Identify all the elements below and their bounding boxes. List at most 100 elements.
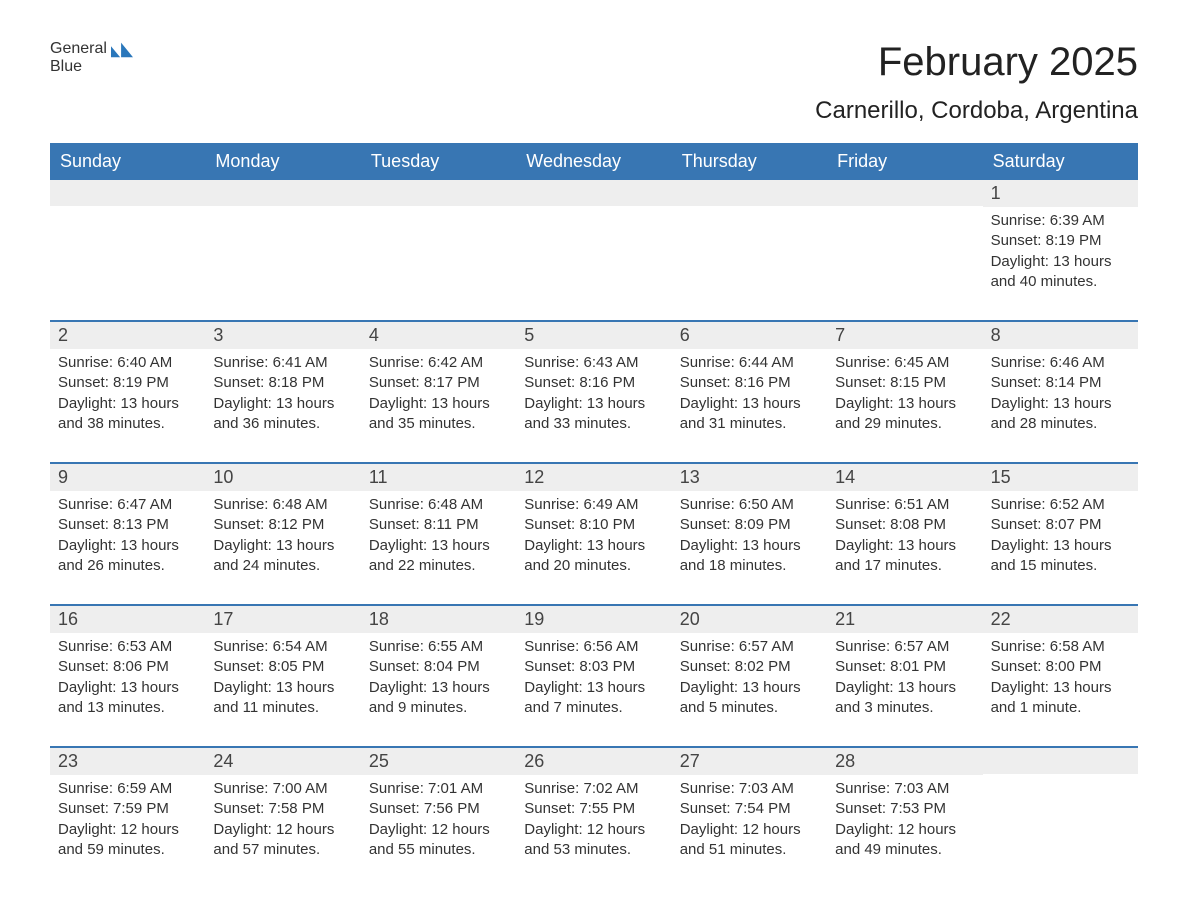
sunset-text: Sunset: 8:18 PM [213, 373, 354, 393]
sunrise-text: Sunrise: 6:56 AM [524, 637, 665, 657]
sunrise-text: Sunrise: 6:49 AM [524, 495, 665, 515]
day-number: 25 [361, 748, 516, 775]
sunset-text: Sunset: 8:16 PM [524, 373, 665, 393]
sunset-text: Sunset: 8:11 PM [369, 515, 510, 535]
daylight-text: Daylight: 13 hours and 7 minutes. [524, 678, 665, 719]
brand-text-2: Blue [50, 58, 133, 76]
day-cell: 9Sunrise: 6:47 AMSunset: 8:13 PMDaylight… [50, 464, 205, 590]
day-number: 19 [516, 606, 671, 633]
day-cell: 23Sunrise: 6:59 AMSunset: 7:59 PMDayligh… [50, 748, 205, 874]
day-number: 22 [983, 606, 1138, 633]
day-number: 17 [205, 606, 360, 633]
day-number: 9 [50, 464, 205, 491]
day-number: 21 [827, 606, 982, 633]
day-cell-empty [361, 180, 516, 306]
day-cell: 6Sunrise: 6:44 AMSunset: 8:16 PMDaylight… [672, 322, 827, 448]
day-cell: 15Sunrise: 6:52 AMSunset: 8:07 PMDayligh… [983, 464, 1138, 590]
day-cell-empty [205, 180, 360, 306]
day-cell-empty [827, 180, 982, 306]
daylight-text: Daylight: 12 hours and 53 minutes. [524, 820, 665, 861]
day-number: 28 [827, 748, 982, 775]
sunset-text: Sunset: 8:17 PM [369, 373, 510, 393]
daylight-text: Daylight: 12 hours and 51 minutes. [680, 820, 821, 861]
sunset-text: Sunset: 8:02 PM [680, 657, 821, 677]
sunset-text: Sunset: 8:16 PM [680, 373, 821, 393]
sunset-text: Sunset: 8:10 PM [524, 515, 665, 535]
week-row: 9Sunrise: 6:47 AMSunset: 8:13 PMDaylight… [50, 462, 1138, 590]
daylight-text: Daylight: 13 hours and 28 minutes. [991, 394, 1132, 435]
day-cell-empty [983, 748, 1138, 874]
sunrise-text: Sunrise: 6:39 AM [991, 211, 1132, 231]
daylight-text: Daylight: 13 hours and 35 minutes. [369, 394, 510, 435]
day-cell: 22 Sunrise: 6:58 AMSunset: 8:00 PMDayligh… [983, 606, 1138, 732]
sunrise-text: Sunrise: 7:02 AM [524, 779, 665, 799]
sunset-text: Sunset: 8:06 PM [58, 657, 199, 677]
sunrise-text: Sunrise: 6:48 AM [369, 495, 510, 515]
sunset-text: Sunset: 8:19 PM [58, 373, 199, 393]
sunset-text: Sunset: 8:08 PM [835, 515, 976, 535]
daylight-text: Daylight: 12 hours and 55 minutes. [369, 820, 510, 861]
day-number: 1 [983, 180, 1138, 207]
sunset-text: Sunset: 8:04 PM [369, 657, 510, 677]
day-number: 5 [516, 322, 671, 349]
sunrise-text: Sunrise: 7:00 AM [213, 779, 354, 799]
sunrise-text: Sunrise: 6:58 AM [991, 637, 1132, 657]
daylight-text: Daylight: 13 hours and 18 minutes. [680, 536, 821, 577]
sunset-text: Sunset: 8:14 PM [991, 373, 1132, 393]
day-cell: 2Sunrise: 6:40 AMSunset: 8:19 PMDaylight… [50, 322, 205, 448]
dow-friday: Friday [827, 143, 982, 180]
sunrise-text: Sunrise: 6:44 AM [680, 353, 821, 373]
day-of-week-header: SundayMondayTuesdayWednesdayThursdayFrid… [50, 143, 1138, 180]
day-cell: 11Sunrise: 6:48 AMSunset: 8:11 PMDayligh… [361, 464, 516, 590]
location-subtitle: Carnerillo, Cordoba, Argentina [815, 97, 1138, 125]
daylight-text: Daylight: 13 hours and 33 minutes. [524, 394, 665, 435]
sunset-text: Sunset: 8:13 PM [58, 515, 199, 535]
day-number: 24 [205, 748, 360, 775]
sunrise-text: Sunrise: 7:03 AM [680, 779, 821, 799]
dow-monday: Monday [205, 143, 360, 180]
day-number: 11 [361, 464, 516, 491]
sunset-text: Sunset: 8:15 PM [835, 373, 976, 393]
day-number [50, 180, 205, 206]
day-number: 8 [983, 322, 1138, 349]
sunrise-text: Sunrise: 6:52 AM [991, 495, 1132, 515]
sunrise-text: Sunrise: 6:41 AM [213, 353, 354, 373]
sunrise-text: Sunrise: 6:55 AM [369, 637, 510, 657]
daylight-text: Daylight: 12 hours and 59 minutes. [58, 820, 199, 861]
daylight-text: Daylight: 12 hours and 57 minutes. [213, 820, 354, 861]
sunset-text: Sunset: 8:19 PM [991, 231, 1132, 251]
sunrise-text: Sunrise: 6:54 AM [213, 637, 354, 657]
day-number [983, 748, 1138, 774]
sunset-text: Sunset: 8:00 PM [991, 657, 1132, 677]
sunrise-text: Sunrise: 7:03 AM [835, 779, 976, 799]
sunset-text: Sunset: 7:55 PM [524, 799, 665, 819]
sunset-text: Sunset: 8:03 PM [524, 657, 665, 677]
daylight-text: Daylight: 13 hours and 9 minutes. [369, 678, 510, 719]
daylight-text: Daylight: 13 hours and 13 minutes. [58, 678, 199, 719]
day-cell: 19 Sunrise: 6:56 AMSunset: 8:03 PMDayligh… [516, 606, 671, 732]
week-row: 1Sunrise: 6:39 AMSunset: 8:19 PMDaylight… [50, 180, 1138, 306]
day-number: 26 [516, 748, 671, 775]
day-number: 23 [50, 748, 205, 775]
day-cell: 7Sunrise: 6:45 AMSunset: 8:15 PMDaylight… [827, 322, 982, 448]
day-cell: 13Sunrise: 6:50 AMSunset: 8:09 PMDayligh… [672, 464, 827, 590]
dow-saturday: Saturday [983, 143, 1138, 180]
daylight-text: Daylight: 13 hours and 3 minutes. [835, 678, 976, 719]
daylight-text: Daylight: 13 hours and 20 minutes. [524, 536, 665, 577]
brand-text-1: General [50, 40, 107, 58]
daylight-text: Daylight: 13 hours and 24 minutes. [213, 536, 354, 577]
daylight-text: Daylight: 13 hours and 11 minutes. [213, 678, 354, 719]
day-cell-empty [50, 180, 205, 306]
day-number [516, 180, 671, 206]
day-cell: 28Sunrise: 7:03 AMSunset: 7:53 PMDayligh… [827, 748, 982, 874]
sunrise-text: Sunrise: 6:45 AM [835, 353, 976, 373]
day-cell: 16Sunrise: 6:53 AMSunset: 8:06 PMDayligh… [50, 606, 205, 732]
week-row: 23Sunrise: 6:59 AMSunset: 7:59 PMDayligh… [50, 746, 1138, 874]
day-cell-empty [516, 180, 671, 306]
sunset-text: Sunset: 7:56 PM [369, 799, 510, 819]
daylight-text: Daylight: 13 hours and 1 minute. [991, 678, 1132, 719]
day-number: 16 [50, 606, 205, 633]
day-number: 10 [205, 464, 360, 491]
day-number: 14 [827, 464, 982, 491]
daylight-text: Daylight: 12 hours and 49 minutes. [835, 820, 976, 861]
